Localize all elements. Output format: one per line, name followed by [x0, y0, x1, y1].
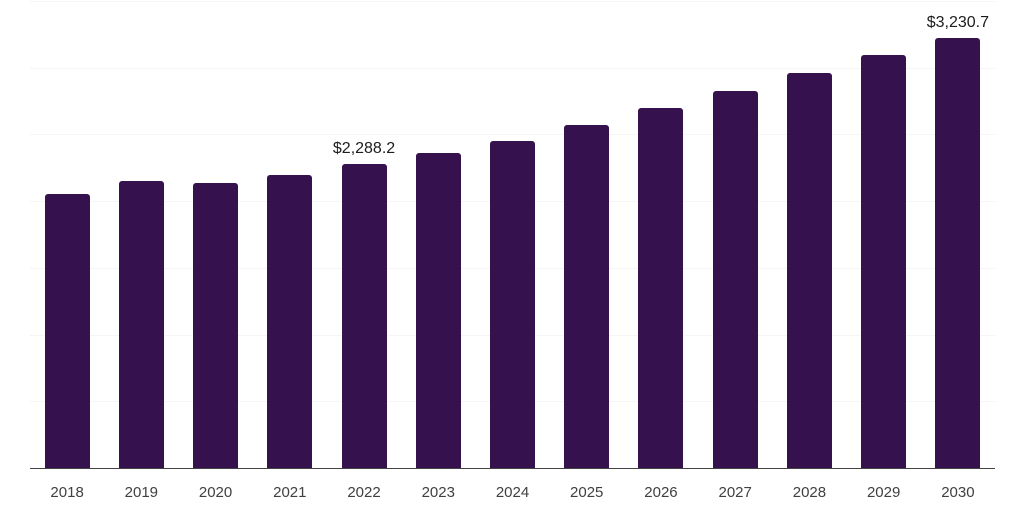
- x-axis: 2018 2019 2020 2021 2022 2023 2024 2025 2026 2027…: [30, 469, 995, 512]
- bar-2025: [564, 124, 610, 469]
- x-tick-label-2023: 2023: [421, 484, 455, 501]
- bar-2022: [341, 163, 387, 469]
- x-tick-label-2028: 2028: [792, 484, 827, 501]
- x-tick-label-2020: 2020: [198, 484, 233, 501]
- bar-2029: [861, 55, 907, 469]
- x-tick-label-2024: 2024: [495, 484, 530, 501]
- bar-2019: [118, 180, 164, 469]
- bar-2027: [712, 91, 758, 469]
- x-tick-label-2018: 2018: [50, 484, 84, 501]
- bar-2020: [193, 183, 239, 469]
- bar-2024: [490, 140, 535, 469]
- bar-2023: [415, 152, 461, 469]
- bar-value-label-2022: $2,288.2: [332, 139, 396, 157]
- bar-2018: [44, 194, 90, 469]
- x-tick-label-2029: 2029: [866, 484, 901, 501]
- gridline: [30, 67, 995, 69]
- x-tick-label-2021: 2021: [273, 484, 307, 501]
- x-tick-label-2030: 2030: [941, 484, 975, 501]
- bar-2026: [638, 107, 684, 469]
- gridline: [30, 134, 995, 136]
- bar-2028: [786, 72, 832, 469]
- x-tick-label-2025: 2025: [570, 484, 604, 501]
- x-tick-label-2026: 2026: [644, 484, 678, 501]
- gridline: [30, 1, 995, 2]
- x-tick-label-2019: 2019: [124, 484, 159, 501]
- x-axis-line: [30, 468, 995, 469]
- bar-2030: [935, 37, 981, 469]
- bar-value-label-2030: $3,230.7: [926, 13, 990, 31]
- bar-2021: [267, 174, 313, 469]
- plot-area: $2,288.2 $3,230.7: [30, 0, 995, 469]
- x-tick-label-2022: 2022: [347, 484, 381, 501]
- x-tick-label-2027: 2027: [718, 484, 752, 501]
